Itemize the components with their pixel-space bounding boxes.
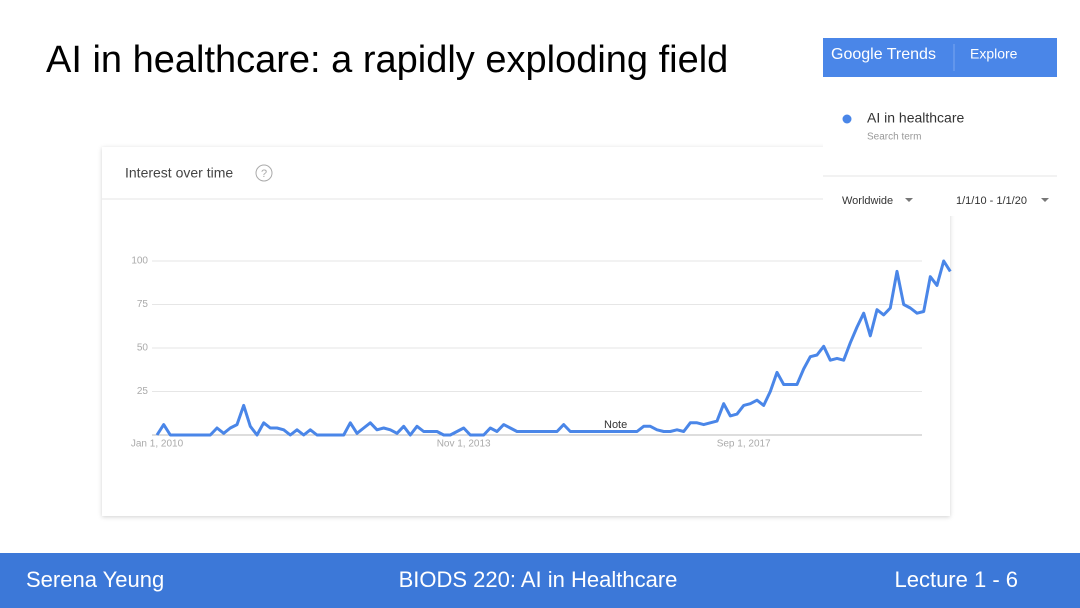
footer-lecture: Lecture 1 - 6 (894, 567, 1018, 592)
x-tick-label: Jan 1, 2010 (131, 439, 184, 450)
trends-panel (823, 77, 1057, 216)
chart-title: Interest over time (125, 165, 233, 181)
help-icon-text[interactable]: ? (261, 168, 267, 180)
y-tick-label: 100 (131, 256, 148, 267)
dropdown-arrow (905, 198, 913, 202)
x-tick-label: Nov 1, 2013 (437, 439, 491, 450)
term-name[interactable]: AI in healthcare (867, 110, 964, 126)
region-select[interactable]: Worldwide (842, 195, 893, 207)
footer-bar (0, 553, 1080, 608)
dropdown-arrow (1041, 198, 1049, 202)
y-tick-label: 75 (137, 299, 149, 310)
chart-card (102, 147, 950, 516)
term-kind: Search term (867, 132, 921, 143)
term-dot (842, 114, 852, 124)
explore-tab[interactable]: Explore (970, 46, 1018, 62)
trend-line (155, 259, 952, 437)
date-select[interactable]: 1/1/10 - 1/1/20 (956, 195, 1027, 207)
trends-brand[interactable]: Google Trends (831, 46, 936, 63)
slide-title: AI in healthcare: a rapidly exploding fi… (46, 39, 728, 81)
y-tick-label: 25 (137, 386, 149, 397)
x-tick-label: Sep 1, 2017 (717, 439, 771, 450)
trends-header (823, 38, 1057, 77)
help-icon[interactable] (255, 164, 273, 182)
footer-course: BIODS 220: AI in Healthcare (399, 567, 678, 592)
footer-author: Serena Yeung (26, 567, 164, 592)
y-tick-label: 50 (137, 343, 149, 354)
annotation: Note (604, 419, 627, 431)
